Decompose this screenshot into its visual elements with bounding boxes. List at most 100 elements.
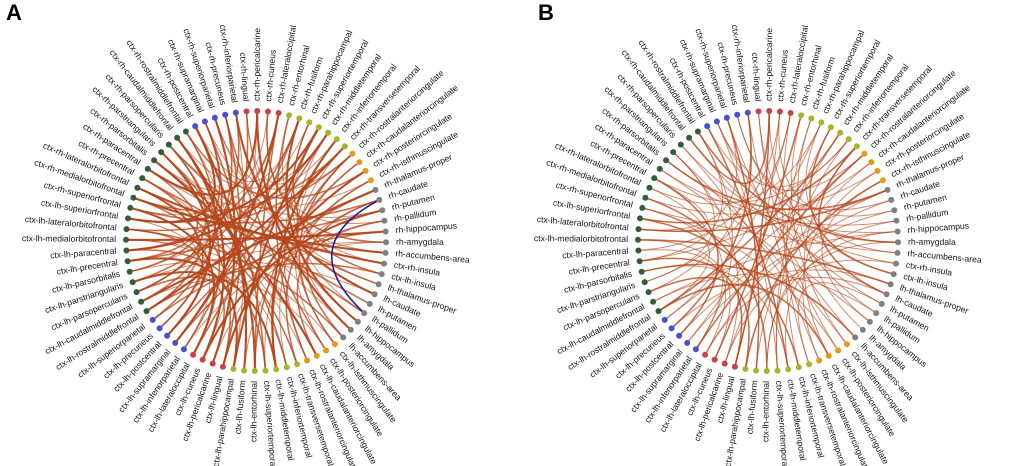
region-node [123, 226, 130, 233]
region-node [125, 215, 131, 222]
connection-edge [174, 189, 376, 344]
connection-edge [136, 276, 225, 364]
region-node [172, 339, 179, 346]
region-label: ctx-lh-medialorbitofrontal [22, 233, 116, 244]
connection-edge [644, 151, 715, 283]
region-node [356, 159, 363, 166]
connection-edge [734, 111, 781, 367]
region-node [890, 271, 897, 278]
region-node [891, 207, 898, 214]
region-node [219, 363, 226, 370]
connection-edge [726, 117, 856, 338]
connection-edge [222, 114, 241, 367]
region-node [635, 236, 641, 243]
connection-edge [246, 111, 359, 323]
connection-edge [168, 144, 379, 286]
connection-edge [637, 239, 731, 360]
region-node [894, 228, 901, 235]
connection-edge [152, 230, 386, 321]
connection-edge [678, 189, 888, 337]
region-label: rh-amygdala [908, 237, 956, 247]
region-node [144, 165, 151, 172]
region-label: rh-hippocampus [395, 220, 457, 234]
connection-edge [686, 209, 895, 344]
connection-edge [221, 170, 367, 367]
region-node [774, 367, 781, 374]
region-node [143, 308, 150, 315]
region-node [731, 363, 738, 370]
connection-edge [183, 241, 387, 350]
connection-edge [638, 189, 888, 233]
connection-edge [234, 112, 376, 296]
connectogram-panel-a: A ctx-lh-rostralmiddlefrontal ctx-lh-caud… [6, 0, 470, 466]
region-node [806, 361, 813, 368]
connection-edge [797, 282, 883, 365]
region-node [645, 289, 652, 296]
connection-edge [648, 276, 750, 370]
region-node [313, 352, 320, 359]
connection-edge [212, 220, 385, 364]
region-node [254, 108, 261, 114]
connection-edge [296, 132, 352, 331]
region-node [753, 367, 760, 374]
connection-edge [671, 269, 891, 329]
region-label: ctx-lh-entorhinal [760, 381, 771, 442]
region-node [894, 249, 901, 256]
region-label: ctx-lh-medialorbitofrontal [534, 233, 628, 244]
connection-edge [126, 228, 205, 337]
connection-edge [266, 111, 385, 225]
connection-edge [204, 121, 386, 254]
region-node [372, 186, 379, 193]
region-node [362, 167, 369, 174]
region-node [381, 217, 388, 224]
region-node [861, 150, 868, 157]
region-node [376, 196, 383, 203]
connection-edge [130, 112, 280, 216]
region-node [134, 184, 141, 191]
connection-edge [784, 231, 898, 370]
region-node [742, 366, 749, 372]
region-label: ctx-lh-fusiform [233, 380, 248, 435]
connection-edge [672, 151, 848, 345]
region-node [651, 175, 658, 182]
connection-edge [254, 112, 280, 372]
region-node [878, 300, 885, 307]
region-node [371, 291, 378, 298]
connection-edge [638, 111, 781, 251]
region-node [895, 239, 901, 246]
region-node [868, 159, 875, 166]
region-node [382, 228, 389, 235]
region-node [199, 356, 206, 363]
region-label: ctx-rh-lingual [750, 52, 764, 102]
region-node [126, 268, 133, 275]
connection-edge [130, 199, 380, 224]
region-node [164, 332, 171, 339]
connection-edge [232, 126, 320, 370]
connection-edge [805, 122, 898, 254]
connection-edge [639, 131, 724, 262]
connection-edge [782, 112, 810, 365]
region-node [835, 347, 842, 354]
connection-edge [295, 138, 338, 345]
region-node [776, 108, 783, 115]
region-node [845, 136, 852, 143]
region-node [744, 109, 751, 116]
region-node [843, 341, 850, 348]
connection-edge [716, 121, 865, 191]
connection-edge [659, 168, 871, 323]
region-node [873, 310, 880, 317]
region-node [156, 325, 163, 332]
region-node [165, 141, 172, 148]
region-node [354, 318, 361, 325]
region-node [383, 239, 389, 246]
region-node [785, 366, 792, 373]
region-node [763, 368, 770, 374]
connection-edge [744, 179, 884, 370]
region-node [837, 129, 844, 136]
edges-group [125, 110, 387, 372]
region-node [650, 298, 657, 305]
connection-edge [125, 239, 288, 368]
region-node [331, 341, 338, 348]
connection-edge [821, 179, 884, 323]
region-node [888, 196, 895, 203]
